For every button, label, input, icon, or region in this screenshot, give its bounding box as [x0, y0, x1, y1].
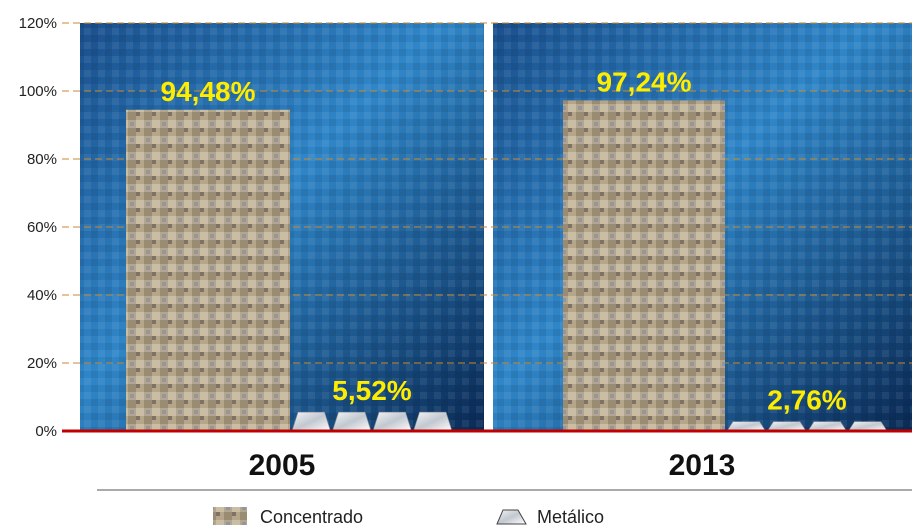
data-label-metalico-2005: 5,52% [332, 375, 411, 406]
y-axis-tick-labels: 0% 20% 40% 60% 80% 100% 120% [19, 15, 57, 440]
data-label-metalico-2013: 2,76% [767, 385, 846, 416]
y-tick-label: 120% [19, 15, 57, 32]
bar-metalico-2013 [726, 421, 888, 432]
legend-label-metalico: Metálico [537, 507, 604, 527]
y-tick-label: 20% [27, 355, 57, 372]
bar-concentrado-2005 [126, 109, 290, 431]
grid-lines [62, 22, 912, 364]
legend-item-metalico: Metálico [496, 507, 604, 527]
data-label-concentrado-2013: 97,24% [597, 66, 692, 97]
ingot [413, 411, 453, 432]
legend-swatch-metalico [496, 509, 527, 525]
data-label-concentrado-2005: 94,48% [161, 76, 256, 107]
bar-concentrado-2013 [563, 100, 725, 431]
category-label-2013: 2013 [669, 449, 736, 482]
data-labels: 94,48% 5,52% 97,24% 2,76% [161, 66, 847, 415]
legend-label-concentrado: Concentrado [260, 507, 363, 527]
legend-swatch-concentrado [213, 507, 247, 525]
y-tick-label: 40% [27, 287, 57, 304]
category-label-2005: 2005 [249, 449, 316, 482]
y-tick-label: 60% [27, 219, 57, 236]
legend: Concentrado Metálico [213, 507, 604, 527]
bar-metalico-2005 [291, 411, 453, 432]
y-tick-label: 0% [35, 423, 57, 440]
ingot [372, 411, 412, 432]
legend-item-concentrado: Concentrado [213, 507, 363, 527]
ingot [332, 411, 372, 432]
bars [126, 100, 888, 432]
y-tick-label: 80% [27, 151, 57, 168]
y-tick-label: 100% [19, 83, 57, 100]
ingot [291, 411, 331, 432]
x-axis-category-labels: 2005 2013 [249, 449, 736, 482]
